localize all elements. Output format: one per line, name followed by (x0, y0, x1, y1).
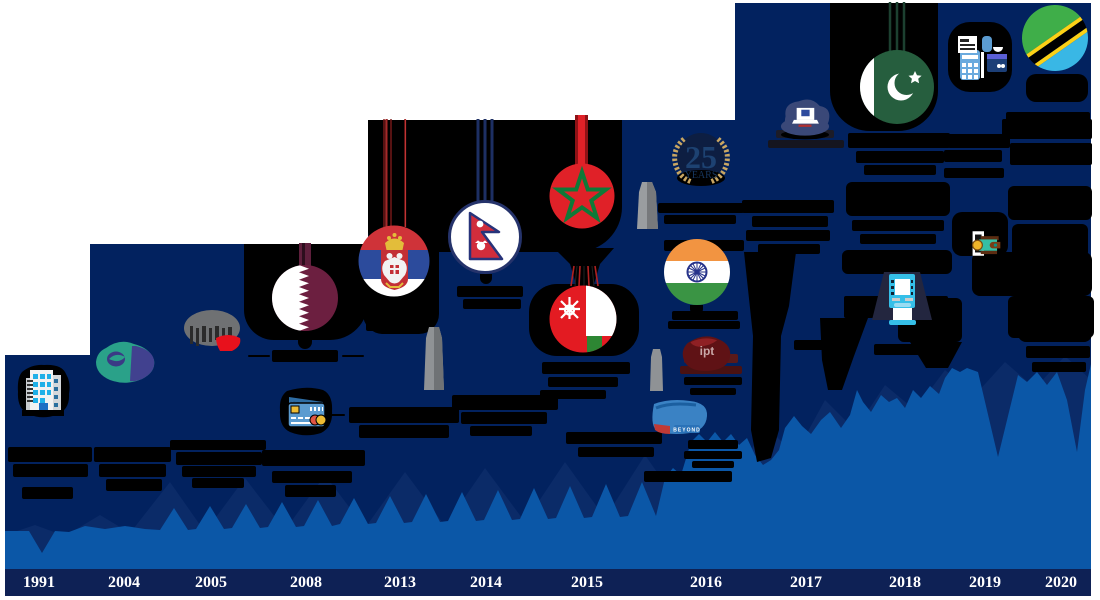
svg-text:YEARS: YEARS (685, 170, 718, 181)
svg-text:ipt: ipt (700, 344, 715, 358)
svg-text:BEYOND: BEYOND (673, 428, 700, 434)
svg-text:25: 25 (685, 139, 717, 175)
